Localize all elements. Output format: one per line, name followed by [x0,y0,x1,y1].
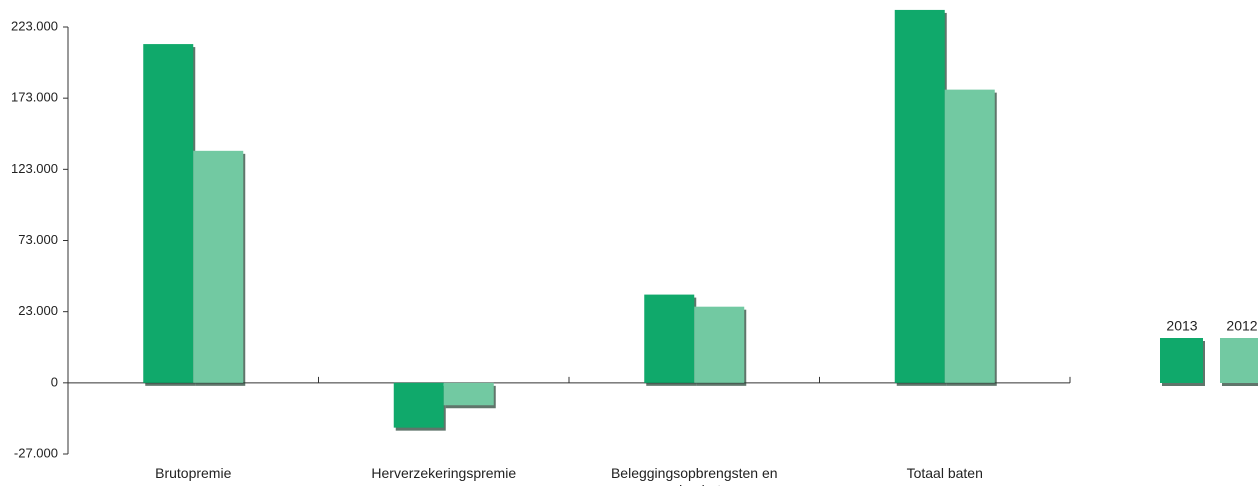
x-tick-label: Totaal baten [906,465,983,481]
bar [694,306,745,383]
y-tick-label: 0 [51,374,58,389]
y-tick-label: 123.000 [11,161,58,176]
x-tick-label: Brutopremie [155,465,232,481]
bar [944,89,995,383]
legend-swatch [1160,338,1203,383]
legend-label: 2013 [1166,318,1197,334]
x-tick-label: Herverzekeringspremie [371,465,517,481]
bar [193,150,244,383]
y-tick-label: 23.000 [18,303,58,318]
bar [894,9,945,383]
y-tick-label: -27.000 [14,445,58,460]
x-tick-label: Beleggingsopbrengsten en overige baten [610,465,778,486]
legend-swatch [1220,338,1258,383]
bar [393,382,444,428]
y-tick-label: 223.000 [11,18,58,33]
legend-label: 2012 [1226,318,1257,334]
bar [644,294,695,383]
y-tick-label: 73.000 [18,232,58,247]
y-tick-label: 173.000 [11,90,58,105]
bar [443,382,494,406]
bar [143,44,194,383]
